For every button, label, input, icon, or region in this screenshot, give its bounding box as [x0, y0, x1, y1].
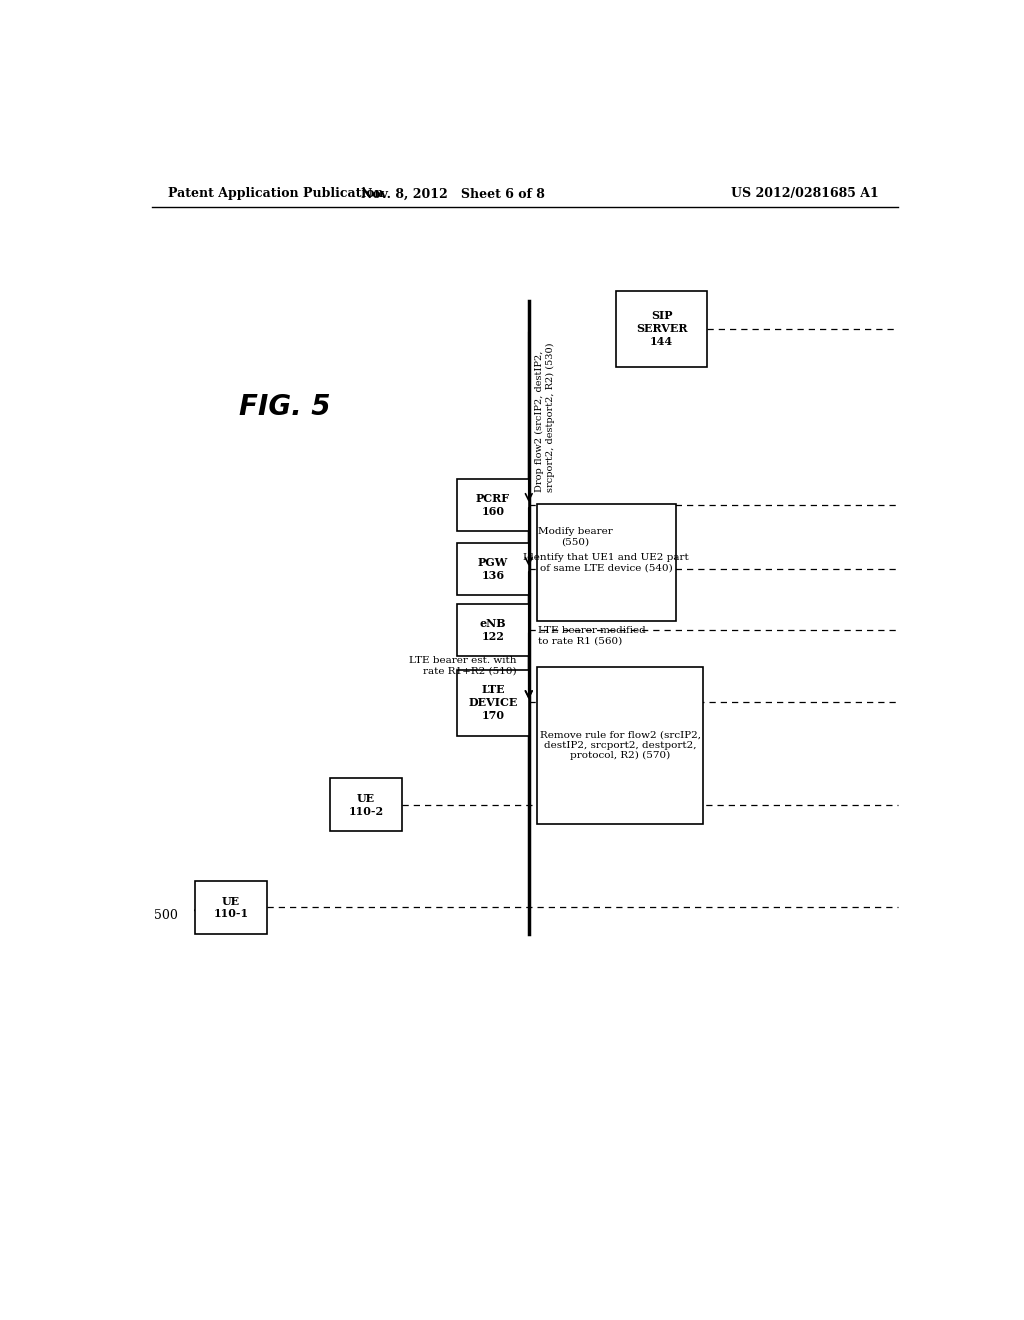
Bar — [616, 290, 708, 367]
Text: eNB
122: eNB 122 — [479, 618, 507, 642]
Text: FIG. 5: FIG. 5 — [240, 393, 331, 421]
Text: SIP
SERVER
144: SIP SERVER 144 — [636, 310, 687, 347]
Text: LTE
DEVICE
170: LTE DEVICE 170 — [468, 684, 518, 721]
Text: Modify bearer
(550): Modify bearer (550) — [539, 527, 613, 546]
Text: PCRF
160: PCRF 160 — [476, 494, 510, 517]
Text: US 2012/0281685 A1: US 2012/0281685 A1 — [731, 187, 879, 201]
Text: LTE bearer modified
to rate R1 (560): LTE bearer modified to rate R1 (560) — [539, 626, 646, 645]
Text: Nov. 8, 2012   Sheet 6 of 8: Nov. 8, 2012 Sheet 6 of 8 — [361, 187, 546, 201]
Text: UE
110-2: UE 110-2 — [348, 793, 384, 817]
Bar — [331, 779, 401, 832]
Text: PGW
136: PGW 136 — [478, 557, 508, 581]
Text: Identify that UE1 and UE2 part
of same LTE device (540): Identify that UE1 and UE2 part of same L… — [523, 553, 689, 572]
Bar — [537, 504, 676, 620]
Text: Drop flow2 (srcIP2, destIP2,
srcport2, destport2, R2) (530): Drop flow2 (srcIP2, destIP2, srcport2, d… — [536, 342, 555, 492]
Bar — [458, 479, 528, 532]
Text: Patent Application Publication: Patent Application Publication — [168, 187, 383, 201]
Text: 500: 500 — [155, 909, 178, 923]
Bar — [196, 880, 267, 935]
Text: LTE bearer est. with
rate R1+R2 (510): LTE bearer est. with rate R1+R2 (510) — [410, 656, 517, 676]
Text: UE
110-1: UE 110-1 — [214, 895, 249, 920]
Bar — [458, 543, 528, 595]
Bar — [458, 669, 528, 735]
Bar — [458, 603, 528, 656]
Text: Remove rule for flow2 (srcIP2,
destIP2, srcport2, destport2,
protocol, R2) (570): Remove rule for flow2 (srcIP2, destIP2, … — [540, 730, 700, 760]
Bar — [537, 667, 703, 824]
Text: Call drop (520): Call drop (520) — [539, 590, 618, 599]
